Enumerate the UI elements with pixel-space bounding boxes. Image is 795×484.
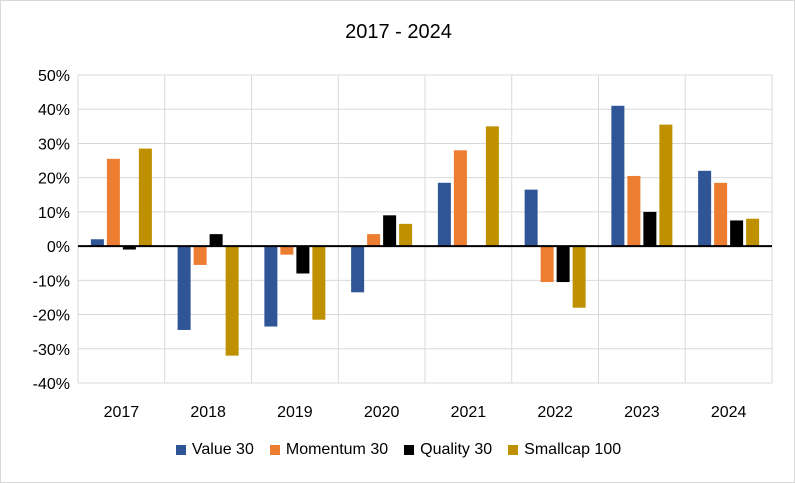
- bar-smallcap-100-2023: [659, 124, 673, 247]
- legend-label: Value 30: [191, 441, 254, 458]
- legend-swatch: [508, 445, 519, 455]
- x-tick-label: 2021: [451, 404, 487, 421]
- bar-smallcap-100-2018: [225, 246, 239, 356]
- y-tick-label: -30%: [33, 342, 70, 359]
- legend-item: Quality 30: [404, 441, 492, 459]
- bar-quality-30-2018: [209, 234, 223, 247]
- bar-smallcap-100-2017: [138, 148, 152, 247]
- bar-smallcap-100-2024: [746, 218, 760, 247]
- bar-momentum-30-2017: [106, 158, 120, 247]
- bar-value-30-2024: [698, 170, 712, 247]
- chart-title: 2017 - 2024: [345, 21, 452, 43]
- legend: Value 30 Momentum 30 Quality 30 Smallcap 10…: [1, 441, 795, 459]
- bar-value-30-2020: [351, 246, 365, 293]
- y-tick-label: 20%: [38, 171, 70, 188]
- x-tick-label: 2017: [104, 404, 140, 421]
- bar-quality-30-2020: [383, 215, 397, 247]
- bar-value-30-2023: [611, 105, 625, 247]
- bar-value-30-2017: [90, 239, 104, 247]
- bar-momentum-30-2021: [453, 150, 467, 247]
- y-tick-label: 40%: [38, 102, 70, 119]
- bar-momentum-30-2023: [627, 175, 641, 247]
- legend-swatch: [269, 445, 280, 455]
- y-tick-label: 50%: [38, 68, 70, 85]
- bar-momentum-30-2020: [367, 234, 381, 247]
- bar-value-30-2018: [177, 246, 191, 330]
- y-tick-label: 30%: [38, 136, 70, 153]
- legend-item: Smallcap 100: [508, 441, 621, 459]
- y-tick-label: -10%: [33, 273, 70, 290]
- bar-quality-30-2017: [122, 246, 136, 250]
- legend-swatch: [404, 445, 415, 455]
- bar-momentum-30-2022: [540, 246, 554, 283]
- x-tick-label: 2022: [537, 404, 573, 421]
- bar-smallcap-100-2019: [312, 246, 326, 320]
- y-tick-label: 0%: [47, 239, 70, 256]
- bar-smallcap-100-2022: [572, 246, 586, 308]
- bar-quality-30-2024: [730, 220, 744, 247]
- bar-momentum-30-2024: [714, 182, 728, 247]
- bar-value-30-2021: [437, 182, 451, 247]
- y-tick-label: -40%: [33, 376, 70, 393]
- x-tick-label: 2019: [277, 404, 313, 421]
- x-tick-label: 2024: [711, 404, 747, 421]
- bar-smallcap-100-2021: [485, 126, 499, 247]
- x-tick-label: 2020: [364, 404, 400, 421]
- legend-label: Momentum 30: [285, 441, 389, 458]
- bar-value-30-2022: [524, 189, 538, 247]
- bar-quality-30-2023: [643, 211, 657, 247]
- legend-swatch: [175, 445, 186, 455]
- y-tick-label: -20%: [33, 308, 70, 325]
- x-tick-label: 2023: [624, 404, 660, 421]
- bar-momentum-30-2019: [280, 246, 294, 255]
- bar-momentum-30-2018: [193, 246, 207, 265]
- y-tick-label: 10%: [38, 205, 70, 222]
- bar-quality-30-2019: [296, 246, 310, 274]
- legend-item: Value 30: [175, 441, 254, 459]
- bar-value-30-2019: [264, 246, 278, 327]
- bar-smallcap-100-2020: [399, 223, 413, 247]
- bar-quality-30-2022: [556, 246, 570, 283]
- legend-label: Quality 30: [420, 441, 493, 458]
- x-tick-label: 2018: [190, 404, 226, 421]
- legend-label: Smallcap 100: [524, 441, 622, 458]
- legend-item: Momentum 30: [269, 441, 389, 459]
